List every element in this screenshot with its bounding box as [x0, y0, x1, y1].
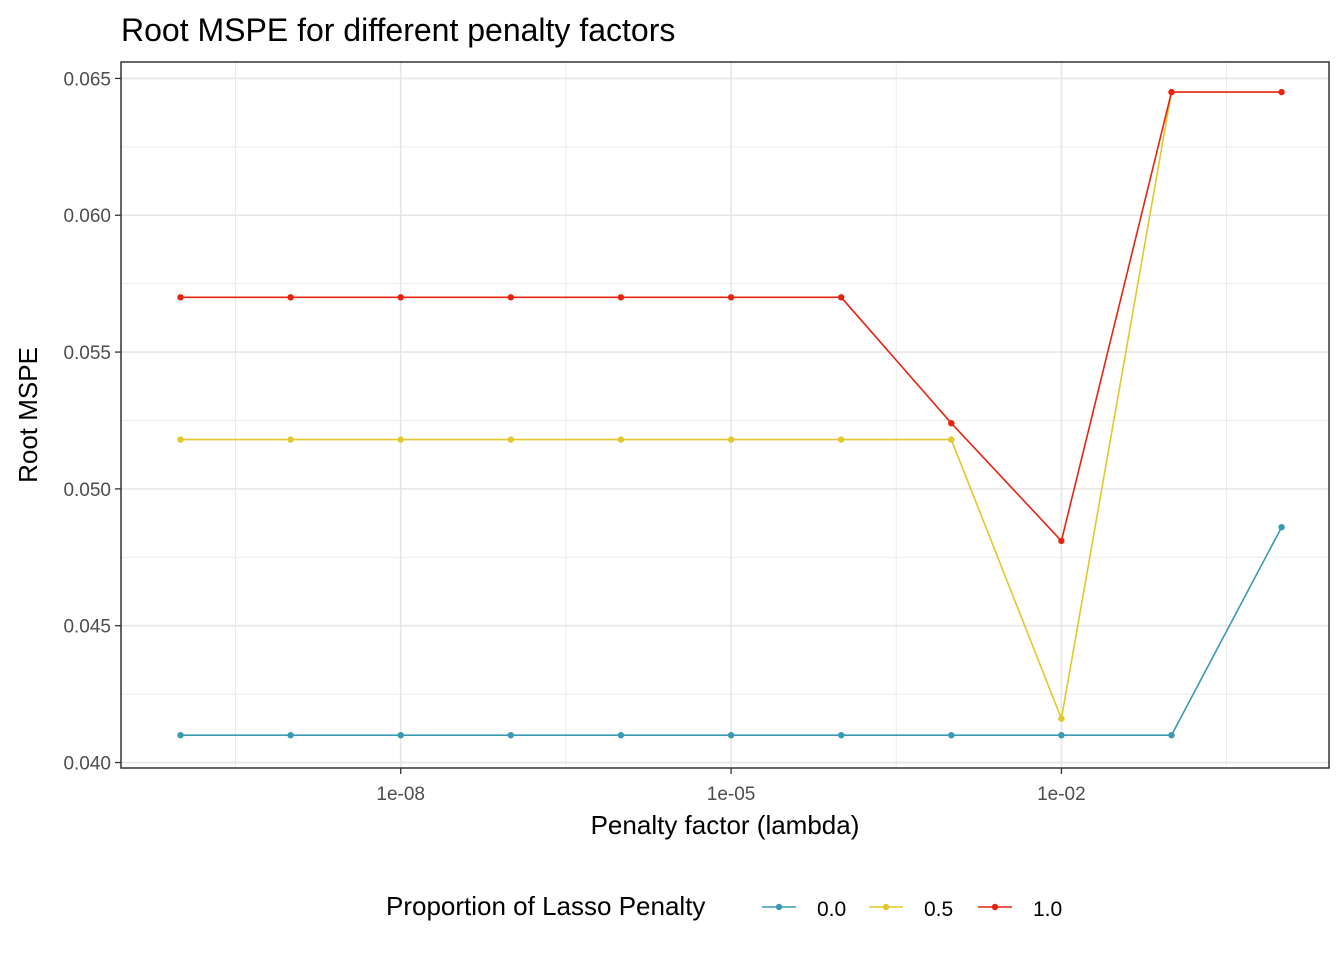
y-tick-label: 0.050 [63, 480, 111, 501]
series-point-0.5 [727, 436, 735, 443]
series-line-0.5 [180, 91, 1173, 720]
y-tick-label: 0.060 [63, 206, 111, 227]
series-point-0.0 [838, 732, 845, 739]
legend-label: 0.0 [817, 898, 846, 921]
series-point-1.0 [507, 294, 514, 301]
y-tick-label: 0.045 [63, 617, 111, 638]
series-point-1.0 [287, 294, 294, 301]
series-point-1.0 [177, 294, 184, 301]
series-point-1.0 [1168, 88, 1175, 96]
series-point-0.5 [177, 436, 184, 443]
series-point-1.0 [1058, 537, 1065, 545]
series-point-0.0 [287, 732, 294, 739]
grid-major [121, 62, 1329, 768]
y-tick-label: 0.065 [63, 69, 111, 90]
series-point-0.5 [838, 436, 845, 443]
series-point-0.0 [177, 732, 184, 739]
legend-label: 1.0 [1033, 898, 1062, 921]
series-point-0.0 [1278, 524, 1285, 531]
series-point-0.0 [617, 732, 625, 739]
series-point-1.0 [838, 294, 845, 301]
series-point-0.0 [727, 732, 735, 739]
legend-title: Proportion of Lasso Penalty [386, 891, 705, 921]
series-point-1.0 [727, 294, 735, 301]
series-point-0.5 [397, 436, 404, 443]
series-point-1.0 [948, 420, 955, 427]
x-tick-label: 1e-02 [1037, 784, 1086, 805]
series-point-0.0 [397, 732, 404, 739]
x-axis: 1e-08 1e-05 1e-02 [376, 768, 1086, 805]
legend-keys: 0.0 0.5 1.0 [762, 898, 1062, 921]
series-point-0.0 [507, 732, 514, 739]
series-layer [177, 88, 1285, 739]
legend-key-point [991, 903, 999, 911]
series-point-1.0 [397, 294, 404, 301]
series-point-0.0 [948, 732, 955, 739]
grid-minor [121, 62, 1329, 768]
series-point-0.5 [287, 436, 294, 443]
series-point-0.5 [1058, 715, 1065, 722]
x-tick-label: 1e-05 [707, 784, 756, 805]
legend: Proportion of Lasso Penalty 0.0 0.5 1.0 [386, 891, 1062, 921]
chart-title: Root MSPE for different penalty factors [121, 12, 675, 48]
y-axis-title: Root MSPE [13, 347, 43, 483]
series-point-0.0 [1168, 732, 1175, 739]
legend-key-point [775, 903, 783, 911]
x-axis-title: Penalty factor (lambda) [591, 810, 860, 840]
series-point-0.5 [617, 436, 625, 443]
legend-key-point [882, 903, 890, 911]
legend-label: 0.5 [924, 898, 953, 921]
series-point-1.0 [617, 294, 625, 301]
series-point-1.0 [1278, 88, 1285, 96]
series-point-0.5 [948, 436, 955, 443]
x-tick-label: 1e-08 [376, 784, 425, 805]
y-tick-label: 0.055 [63, 343, 111, 364]
y-tick-label: 0.040 [63, 754, 111, 775]
series-point-0.0 [1058, 732, 1065, 739]
plot-panel [120, 61, 1330, 769]
y-axis: 0.040 0.045 0.050 0.055 0.060 0.065 [63, 69, 121, 775]
series-point-0.5 [507, 436, 514, 443]
